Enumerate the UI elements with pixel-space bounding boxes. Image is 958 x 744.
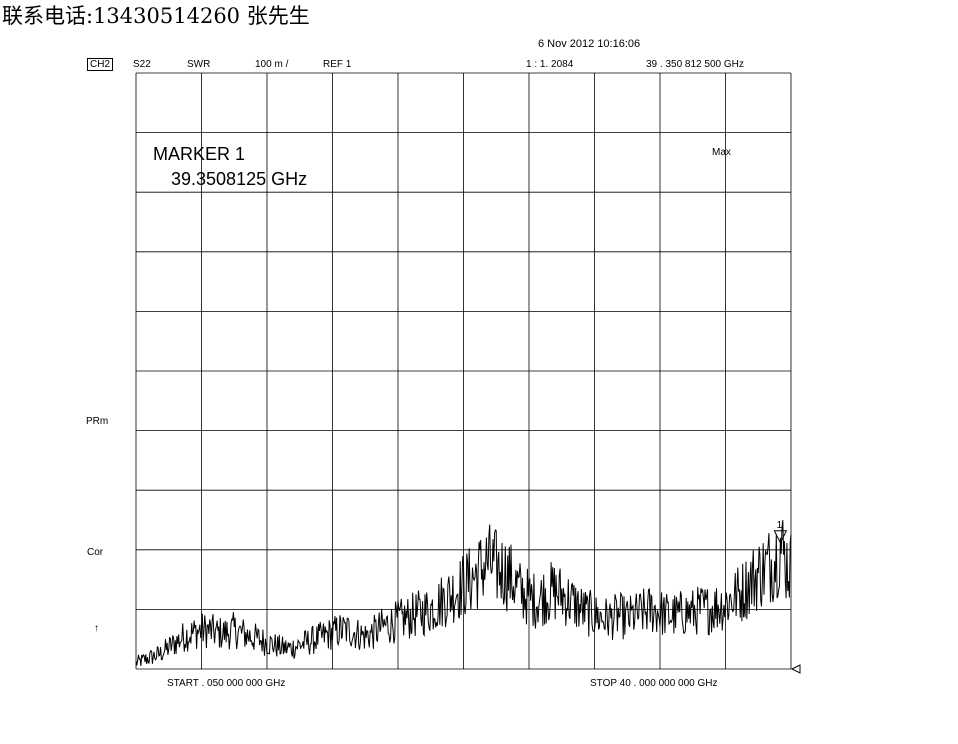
format-label: SWR: [187, 59, 211, 70]
plot-grid: [135, 72, 792, 670]
swr-trace: [135, 519, 792, 667]
channel-indicator: CH2: [87, 58, 114, 71]
parameter-label: S22: [133, 59, 151, 70]
arrow-up-icon: ↑: [94, 623, 99, 634]
max-label: Max: [712, 147, 731, 158]
marker-frequency-readout: 39 . 350 812 500 GHz: [646, 59, 744, 70]
reference-label: REF 1: [323, 59, 352, 70]
scale-label: 100 m /: [255, 59, 289, 70]
reference-pointer-icon: [790, 664, 801, 674]
cor-label: Cor: [87, 547, 104, 558]
prm-label: PRm: [86, 416, 109, 427]
marker-frequency: 39.3508125 GHz: [171, 169, 308, 189]
contact-banner: 联系电话:13430514260 张先生: [2, 4, 310, 28]
stop-frequency-label: STOP 40 . 000 000 000 GHz: [590, 678, 718, 689]
marker-1-number: 1: [777, 520, 783, 531]
marker-1-triangle: [773, 530, 788, 544]
start-frequency-label: START . 050 000 000 GHz: [167, 678, 286, 689]
marker-title: MARKER 1: [153, 144, 246, 164]
timestamp: 6 Nov 2012 10:16:06: [538, 38, 641, 50]
marker-value-readout: 1 : 1. 2084: [526, 59, 574, 70]
